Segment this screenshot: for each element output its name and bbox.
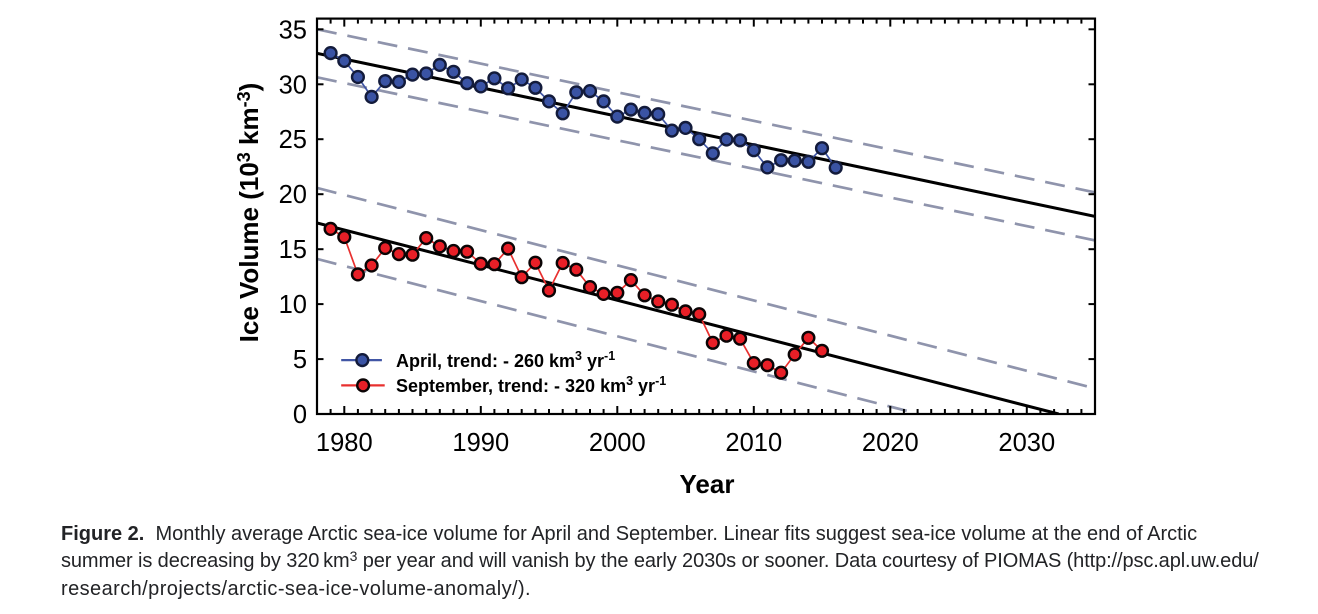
svg-text:20: 20 [279,181,307,209]
svg-text:10: 10 [279,291,307,319]
svg-text:35: 35 [279,16,307,44]
svg-text:15: 15 [279,236,307,264]
svg-text:September, trend: - 320 km3 yr: September, trend: - 320 km3 yr-1 [396,374,666,396]
svg-text:2000: 2000 [589,429,646,457]
svg-text:0: 0 [293,401,307,429]
svg-text:Ice Volume (103 km-3): Ice Volume (103 km-3) [234,83,264,343]
svg-text:30: 30 [279,71,307,99]
svg-text:April, trend: - 260 km3 yr-1: April, trend: - 260 km3 yr-1 [396,349,615,371]
svg-text:5: 5 [293,346,307,374]
svg-text:2010: 2010 [725,429,782,457]
svg-text:2020: 2020 [862,429,919,457]
svg-text:2030: 2030 [998,429,1055,457]
svg-text:25: 25 [279,126,307,154]
svg-text:1980: 1980 [316,429,373,457]
svg-text:Year: Year [680,469,735,499]
svg-text:1990: 1990 [452,429,509,457]
